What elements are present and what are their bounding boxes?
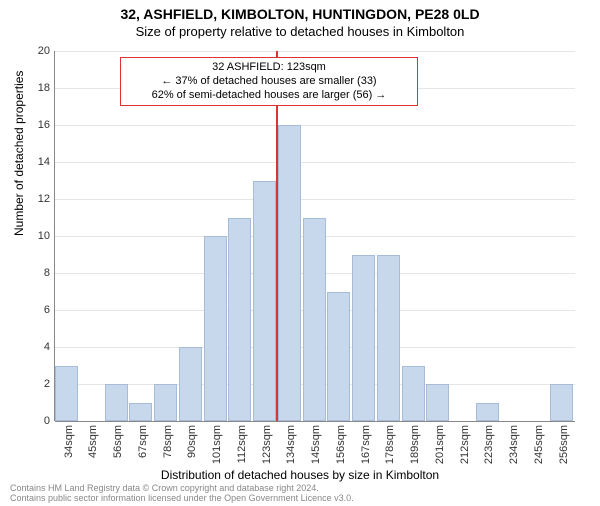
ytick-label: 2 [25, 378, 50, 390]
ytick-label: 16 [25, 119, 50, 131]
ytick-label: 6 [25, 304, 50, 316]
annotation-line1: 32 ASHFIELD: 123sqm [129, 61, 409, 75]
x-axis-label: Distribution of detached houses by size … [0, 468, 600, 482]
histogram-bar [179, 347, 202, 421]
ytick-label: 8 [25, 267, 50, 279]
xtick-label: 256sqm [558, 425, 570, 464]
histogram-bar [253, 181, 276, 422]
histogram-bar [154, 384, 177, 421]
xtick-label: 156sqm [335, 425, 347, 464]
histogram-bar [550, 384, 573, 421]
histogram-bar [55, 366, 78, 422]
page-title: 32, ASHFIELD, KIMBOLTON, HUNTINGDON, PE2… [0, 6, 600, 22]
xtick-label: 201sqm [434, 425, 446, 464]
ytick-label: 18 [25, 82, 50, 94]
xtick-label: 178sqm [384, 425, 396, 464]
gridline [55, 125, 575, 126]
ytick-label: 20 [25, 45, 50, 57]
footer-line2: Contains public sector information licen… [10, 494, 354, 504]
xtick-label: 101sqm [211, 425, 223, 464]
xtick-label: 78sqm [162, 425, 174, 458]
gridline [55, 162, 575, 163]
xtick-label: 34sqm [63, 425, 75, 458]
histogram-bar [352, 255, 375, 422]
threshold-line [276, 51, 278, 421]
ytick-label: 14 [25, 156, 50, 168]
histogram-bar [204, 236, 227, 421]
ytick-label: 0 [25, 415, 50, 427]
histogram-bar [426, 384, 449, 421]
ytick-label: 10 [25, 230, 50, 242]
xtick-label: 145sqm [310, 425, 322, 464]
histogram-chart: 32 ASHFIELD: 123sqm ← 37% of detached ho… [55, 51, 575, 421]
xtick-label: 134sqm [285, 425, 297, 464]
histogram-bar [105, 384, 128, 421]
y-axis-label: Number of detached properties [12, 71, 26, 236]
gridline [55, 199, 575, 200]
ytick-label: 4 [25, 341, 50, 353]
xtick-label: 189sqm [409, 425, 421, 464]
xtick-label: 223sqm [483, 425, 495, 464]
histogram-bar [228, 218, 251, 422]
xtick-label: 234sqm [508, 425, 520, 464]
footer-attribution: Contains HM Land Registry data © Crown c… [10, 484, 354, 504]
xtick-label: 245sqm [533, 425, 545, 464]
annotation-line3: 62% of semi-detached houses are larger (… [129, 89, 409, 103]
xtick-label: 167sqm [360, 425, 372, 464]
xtick-label: 45sqm [87, 425, 99, 458]
histogram-bar [377, 255, 400, 422]
xtick-label: 112sqm [236, 425, 248, 463]
histogram-bar [402, 366, 425, 422]
plot-area [55, 51, 575, 421]
annotation-box: 32 ASHFIELD: 123sqm ← 37% of detached ho… [120, 57, 418, 106]
histogram-bar [303, 218, 326, 422]
histogram-bar [327, 292, 350, 422]
xtick-label: 90sqm [186, 425, 198, 458]
annotation-line2: ← 37% of detached houses are smaller (33… [129, 75, 409, 89]
xtick-label: 56sqm [112, 425, 124, 458]
histogram-bar [278, 125, 301, 421]
x-axis-line [55, 421, 575, 422]
page-subtitle: Size of property relative to detached ho… [0, 24, 600, 39]
xtick-label: 212sqm [459, 425, 471, 464]
xtick-label: 123sqm [261, 425, 273, 464]
histogram-bar [476, 403, 499, 422]
ytick-label: 12 [25, 193, 50, 205]
xtick-label: 67sqm [137, 425, 149, 458]
histogram-bar [129, 403, 152, 422]
gridline [55, 51, 575, 52]
